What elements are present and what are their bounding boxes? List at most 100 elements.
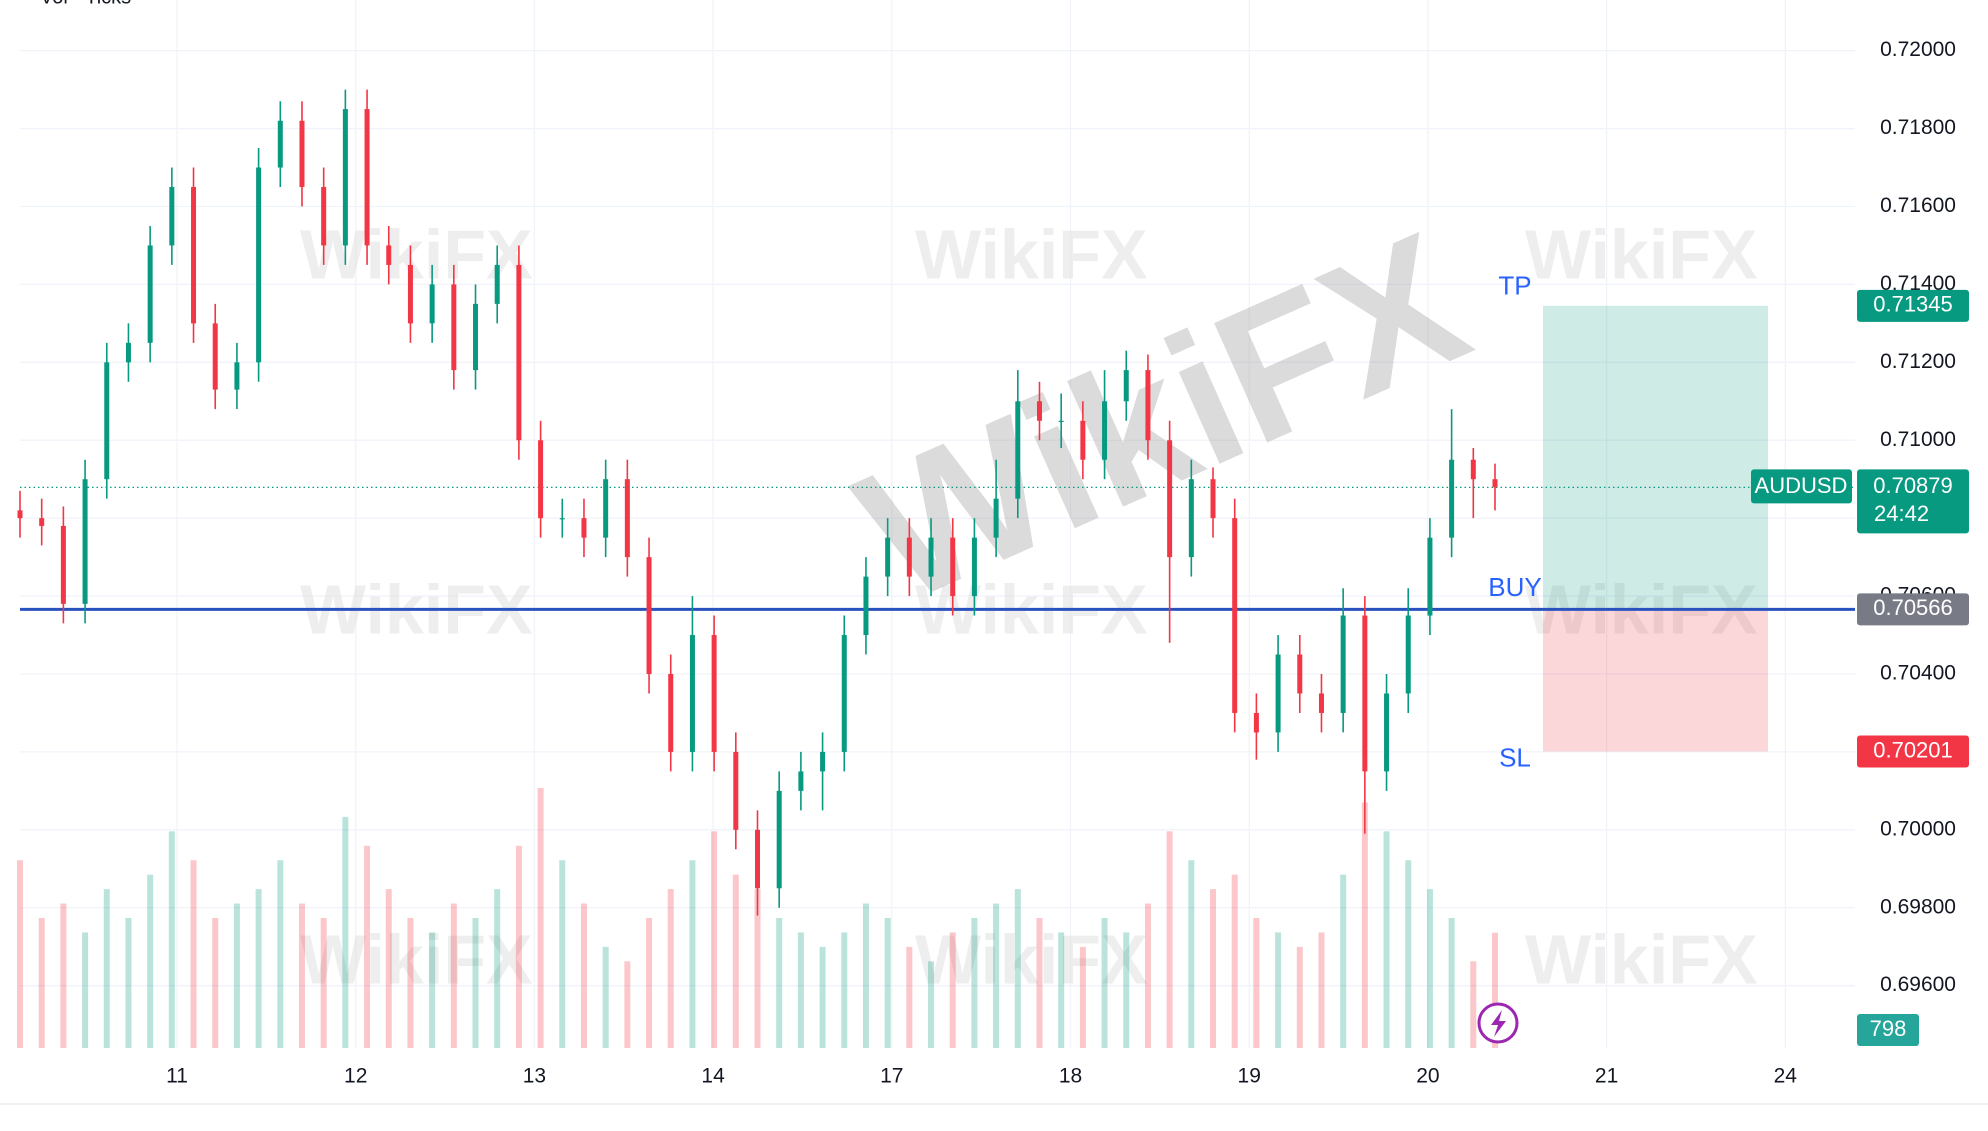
volume-header: Vol · Ticks (40, 0, 131, 8)
volume-bar (993, 903, 1000, 1048)
candle-body (321, 187, 327, 246)
candle-body (104, 362, 110, 480)
volume-bar (147, 874, 154, 1048)
x-tick-label: 21 (1595, 1065, 1618, 1088)
y-tick-label: 0.70400 (1880, 662, 1956, 685)
y-tick-label: 0.72000 (1880, 38, 1956, 61)
volume-bar (472, 918, 479, 1048)
symbol-text: AUDUSD (1755, 473, 1848, 498)
candle-body (755, 829, 760, 889)
volume-bar (689, 860, 696, 1048)
volume-bar (1014, 889, 1021, 1048)
candle-body (234, 362, 240, 390)
watermark: WikiFX (300, 215, 533, 293)
candle-body (863, 576, 869, 636)
candle-body (60, 525, 66, 604)
volume-bar (1361, 802, 1368, 1048)
entry-tag-box (1857, 593, 1969, 626)
candle-body (82, 479, 88, 604)
volume-bar (624, 961, 631, 1048)
candle-body (1427, 537, 1433, 616)
volume-bar (1296, 946, 1303, 1048)
candle-body (581, 518, 587, 538)
candle-body (1253, 712, 1259, 733)
volume-bar (1058, 932, 1065, 1048)
volume-bar (233, 903, 240, 1048)
x-tick-label: 17 (880, 1065, 903, 1088)
volume-tag-box (1857, 1014, 1919, 1046)
candle-body (1145, 370, 1151, 441)
sl-tag-text: 0.70201 (1873, 737, 1953, 762)
candle-body (624, 479, 630, 558)
candle-body (39, 518, 45, 526)
volume-bar (1101, 918, 1108, 1048)
volume-bar (797, 932, 804, 1048)
volume-bar (125, 918, 132, 1048)
volume-bar (320, 918, 327, 1048)
candle-body (386, 245, 392, 265)
volume-bar (949, 932, 956, 1048)
y-tick-label: 0.70000 (1880, 817, 1956, 840)
volume-bar (168, 831, 175, 1048)
y-tick-label: 0.71400 (1880, 272, 1956, 295)
watermark: WikiFX (915, 920, 1148, 998)
candle-body (1102, 401, 1108, 460)
position-label: TP (1498, 271, 1531, 301)
volume-bar (1144, 903, 1151, 1048)
volume-bar (841, 932, 848, 1048)
volume-bar (255, 889, 262, 1048)
candle-body (885, 537, 891, 577)
volume-bar (38, 918, 45, 1048)
volume-bar (1448, 918, 1455, 1048)
volume-bar (776, 918, 783, 1048)
price-axis: 0.696000.698000.700000.702000.704000.706… (166, 38, 1969, 1088)
y-tick-label: 0.69600 (1880, 973, 1956, 996)
candle-body (277, 120, 283, 168)
candle-body (798, 771, 804, 791)
volume-bar (732, 874, 739, 1048)
candle-body (1384, 693, 1390, 772)
volume-bar (862, 903, 869, 1048)
volume-bar (711, 831, 718, 1048)
candle-body (1340, 615, 1346, 713)
candle-body (17, 510, 23, 519)
tp-tag-box (1857, 289, 1969, 322)
watermark: WikiFX (915, 215, 1148, 293)
candle-body (429, 284, 435, 324)
candle-body (169, 187, 175, 246)
volume-bar (1123, 932, 1130, 1048)
volume-bar (819, 946, 826, 1048)
volume-bar (667, 889, 674, 1048)
candle-body (1210, 479, 1216, 519)
candle-body (1167, 440, 1173, 558)
x-tick-label: 11 (166, 1065, 188, 1088)
candle-body (1405, 615, 1411, 694)
y-tick-label: 0.71200 (1880, 350, 1956, 373)
volume-bar (494, 889, 501, 1048)
candle-body (733, 751, 739, 830)
x-tick-label: 13 (523, 1065, 546, 1088)
candle-body (1297, 654, 1303, 694)
candle-body (1080, 420, 1086, 460)
candle-body (711, 635, 717, 752)
volume-bar (1318, 932, 1325, 1048)
symbol-box (1751, 469, 1852, 504)
x-tick-label: 24 (1774, 1065, 1798, 1088)
watermark: WikiFX (1525, 920, 1758, 998)
x-tick-label: 19 (1238, 1065, 1261, 1088)
volume-bar (1470, 961, 1477, 1048)
candle-body (1188, 479, 1194, 558)
candle-body (516, 264, 522, 441)
candle-body (993, 498, 999, 538)
grid (0, 0, 1988, 1105)
x-tick-label: 14 (701, 1065, 725, 1088)
candle-body (473, 303, 479, 371)
volume-bar (515, 845, 522, 1048)
candle-body (1015, 401, 1021, 499)
volume-bar (646, 918, 653, 1048)
last-price-text: 0.70879 (1873, 473, 1953, 498)
watermark: WikiFX (300, 920, 533, 998)
volume-bar (17, 860, 23, 1048)
